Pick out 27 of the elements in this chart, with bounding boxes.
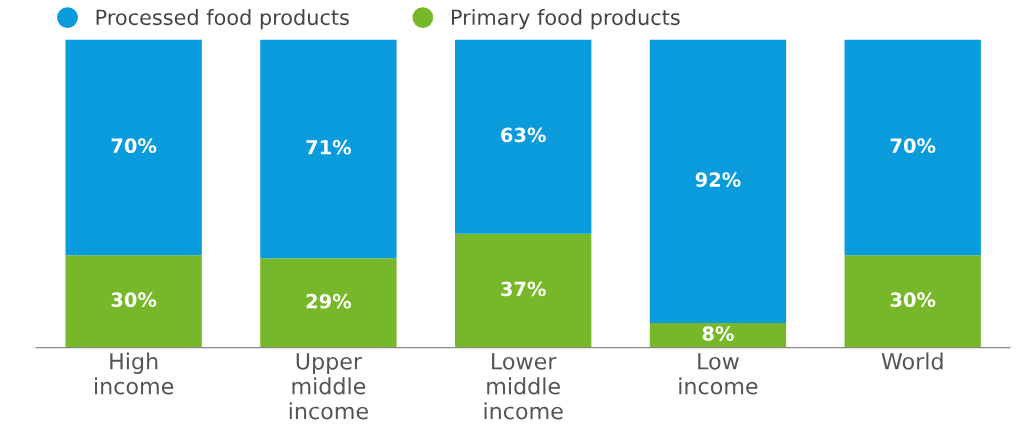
x-tick-label: High income (95, 352, 174, 395)
bar (649, 39, 787, 323)
x-tick-label: Low income (679, 353, 758, 395)
bar (649, 322, 787, 348)
data-label: 37% (501, 281, 546, 297)
data-label: 70% (111, 138, 157, 154)
bar (65, 255, 202, 348)
bar (455, 39, 592, 234)
data-label: 63% (501, 127, 546, 143)
bar (65, 39, 202, 256)
bar (455, 233, 592, 348)
data-label: 92% (695, 172, 741, 187)
bar (844, 255, 981, 348)
x-tick-label: World (881, 352, 943, 370)
data-label: 30% (111, 292, 157, 308)
legend-label: Primary food products (451, 9, 680, 30)
data-label: 29% (306, 293, 352, 309)
data-label: 71% (306, 139, 352, 155)
data-label: 8% (702, 326, 734, 341)
x-tick-label: Lower middle income (484, 353, 563, 420)
data-label: 70% (890, 138, 936, 154)
legend-label: Processed food products (96, 9, 349, 30)
bar (260, 258, 397, 348)
data-label: 30% (890, 292, 936, 308)
bar (260, 39, 397, 259)
bar (844, 39, 981, 256)
x-tick-label: Upper middle income (289, 353, 368, 420)
